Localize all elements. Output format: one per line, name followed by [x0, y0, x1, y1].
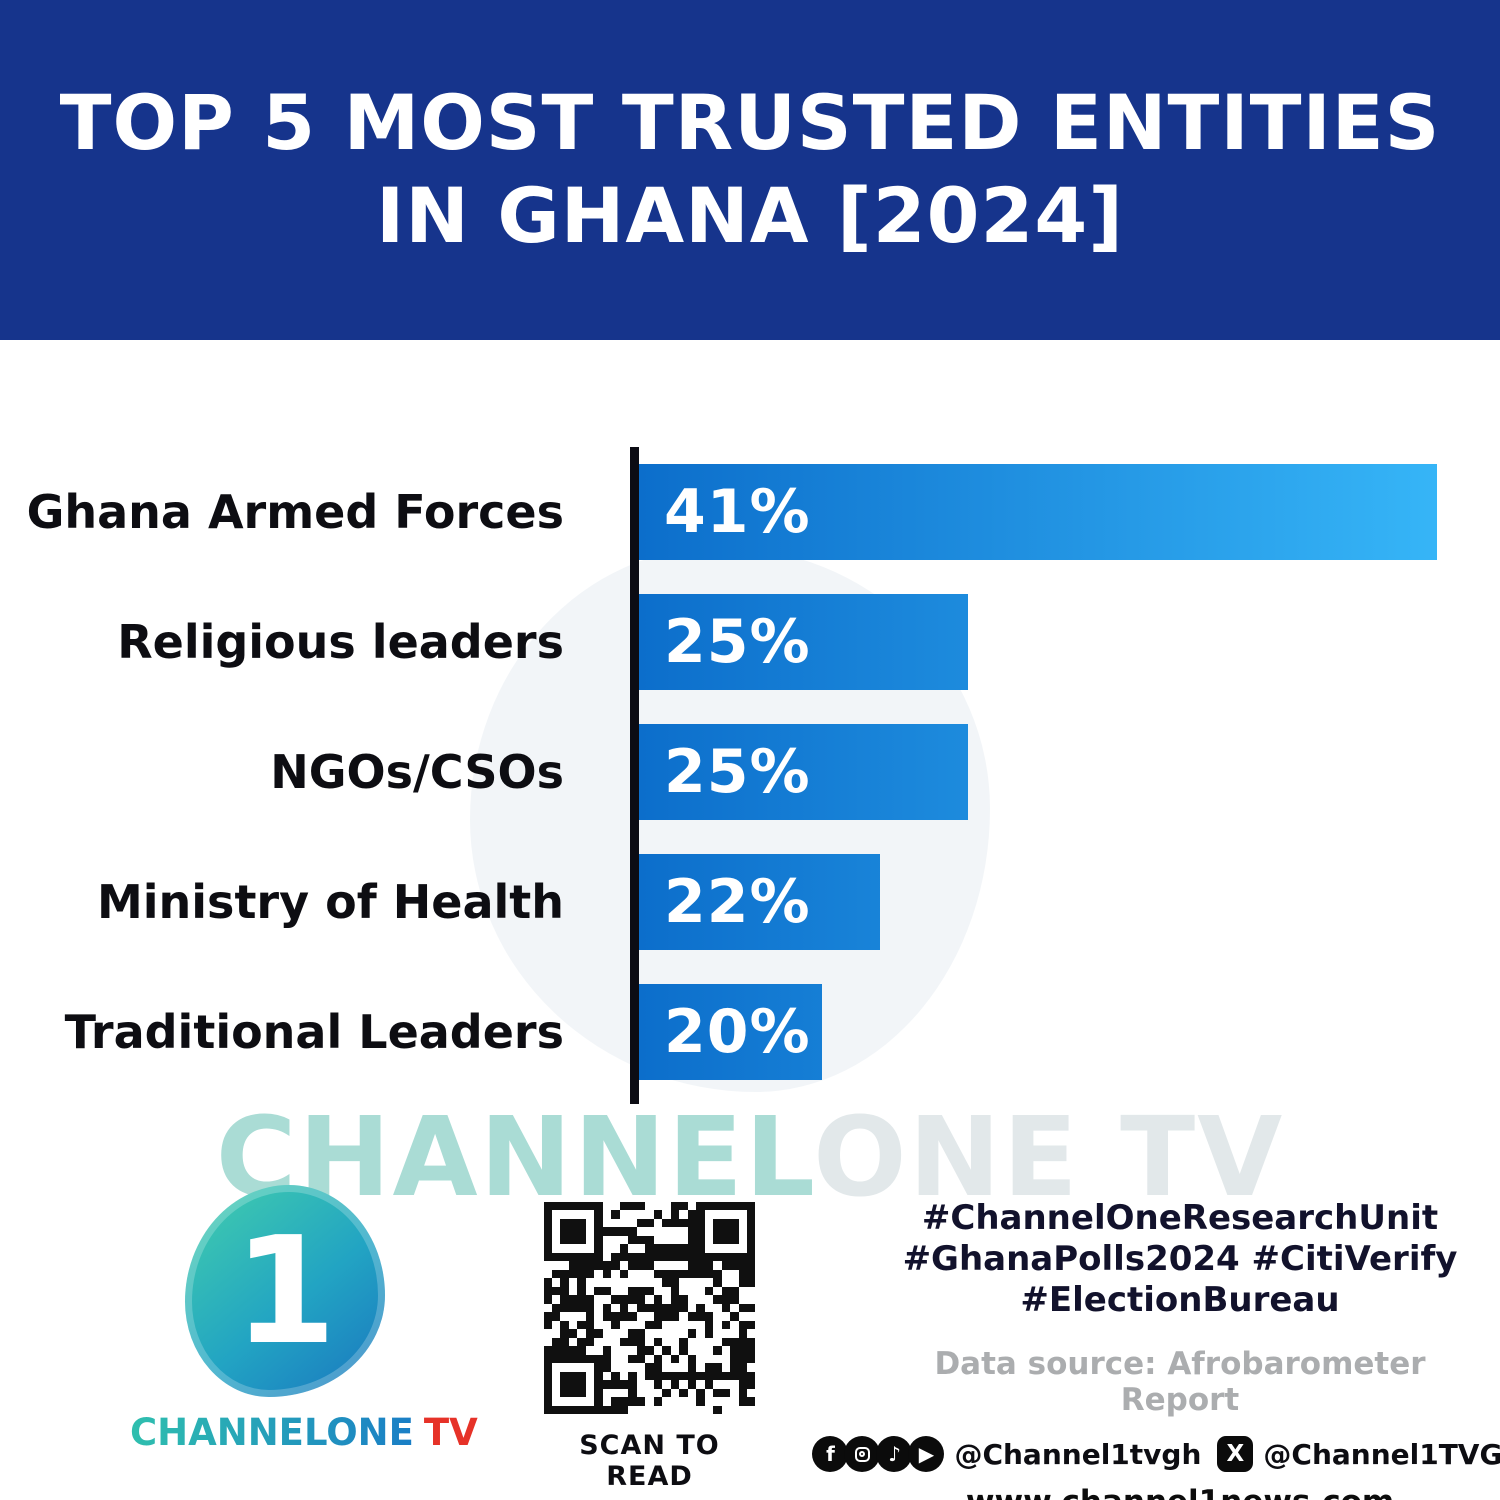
data-source: Data source: Afrobarometer Report [934, 1346, 1426, 1419]
hashtag-line-1: #ChannelOneResearchUnit [921, 1198, 1439, 1238]
bar-area: 25% [600, 724, 1500, 820]
channel-one-logo: 1 [185, 1185, 385, 1397]
qr-block: SCAN TO READ [542, 1202, 757, 1492]
page-title: TOP 5 MOST TRUSTED ENTITIES IN GHANA [20… [60, 77, 1441, 262]
header-banner: TOP 5 MOST TRUSTED ENTITIES IN GHANA [20… [0, 0, 1500, 340]
bar: 41% [639, 464, 1437, 560]
social-handle-2: @Channel1TVGHA [1263, 1437, 1500, 1471]
bar-chart: Ghana Armed Forces 41% Religious leaders 25… [0, 447, 1500, 1107]
website-url: www.channel1news.com [880, 1484, 1480, 1500]
chart-row: Ghana Armed Forces 41% [0, 464, 1500, 560]
hashtag-line-2: #GhanaPolls2024 #CitiVerify [902, 1238, 1458, 1279]
watermark-part-2: ONE TV [813, 1093, 1285, 1221]
chart-row: NGOs/CSOs 25% [0, 724, 1500, 820]
bar: 25% [639, 594, 968, 690]
chart-rows: Ghana Armed Forces 41% Religious leaders 25… [0, 464, 1500, 1114]
qr-code [543, 1202, 756, 1414]
youtube-glyph: ▶ [918, 1442, 935, 1467]
category-label: Ghana Armed Forces [26, 485, 564, 539]
instagram-glyph [854, 1446, 870, 1462]
bar-area: 20% [600, 984, 1500, 1080]
instagram-icon [844, 1436, 881, 1473]
category-label: NGOs/CSOs [270, 745, 564, 799]
brand-wordmark: CHANNELONE TV [130, 1411, 478, 1454]
bar-area: 22% [600, 854, 1500, 950]
bar-value-label: 25% [664, 607, 811, 677]
brand-channelone: CHANNELONE [130, 1411, 414, 1454]
chart-row: Traditional Leaders 20% [0, 984, 1500, 1080]
bar-area: 25% [600, 594, 1500, 690]
logo-block: 1 CHANNELONE TV [130, 1185, 478, 1454]
category-label: Traditional Leaders [64, 1005, 564, 1059]
social-row: f ♪ ▶ @Channel1tvgh X @Channel1TVGHA [812, 1436, 1500, 1473]
facebook-icon: f [812, 1436, 849, 1473]
qr-caption: SCAN TO READ [579, 1430, 720, 1492]
meta-block: #ChannelOneResearchUnit #GhanaPolls2024 … [812, 1198, 1500, 1500]
brand-tv: TV [423, 1411, 478, 1454]
category-label: Religious leaders [117, 615, 564, 669]
bar: 20% [639, 984, 822, 1080]
bar: 22% [639, 854, 880, 950]
bar-area: 41% [600, 464, 1500, 560]
x-glyph: X [1226, 1441, 1245, 1468]
tiktok-glyph: ♪ [888, 1442, 901, 1467]
hashtag-line-3: #ElectionBureau [1020, 1279, 1340, 1320]
facebook-glyph: f [826, 1442, 835, 1467]
bar-value-label: 22% [664, 867, 811, 937]
hashtags: #ChannelOneResearchUnit #GhanaPolls2024 … [880, 1198, 1480, 1320]
bar-value-label: 41% [664, 477, 811, 547]
chart-row: Ministry of Health 22% [0, 854, 1500, 950]
social-handle-1: @Channel1tvgh [954, 1437, 1202, 1471]
bar-value-label: 25% [664, 737, 811, 807]
chart-row: Religious leaders 25% [0, 594, 1500, 690]
y-axis-line [630, 447, 639, 1104]
title-line-1: TOP 5 MOST TRUSTED ENTITIES [59, 78, 1441, 168]
category-label: Ministry of Health [97, 875, 564, 929]
x-twitter-icon: X [1217, 1436, 1254, 1473]
tiktok-icon: ♪ [876, 1436, 913, 1473]
bar-value-label: 20% [664, 997, 811, 1067]
channel-one-watermark: CHANNELONE TV [0, 1093, 1500, 1221]
logo-digit: 1 [233, 1205, 337, 1377]
bar: 25% [639, 724, 968, 820]
title-line-2: IN GHANA [2024] [375, 171, 1125, 260]
youtube-icon: ▶ [908, 1436, 945, 1473]
